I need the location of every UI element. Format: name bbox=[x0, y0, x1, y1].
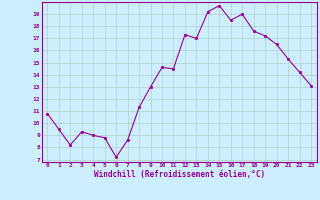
X-axis label: Windchill (Refroidissement éolien,°C): Windchill (Refroidissement éolien,°C) bbox=[94, 170, 265, 179]
